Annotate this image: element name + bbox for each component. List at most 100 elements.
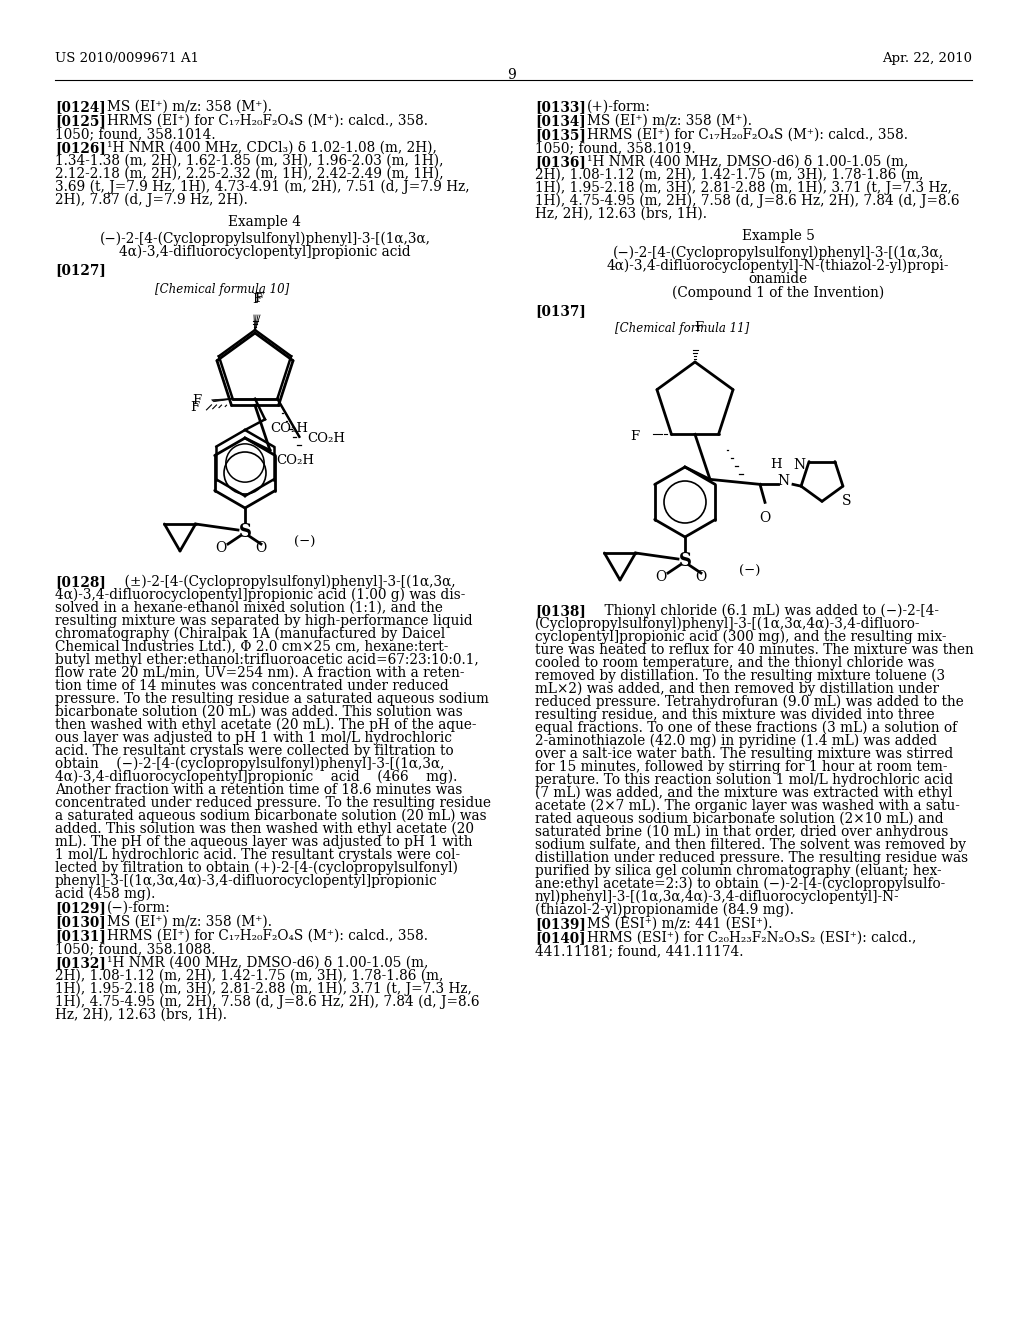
Text: 4α)-3,4-difluorocyclopentyl]-N-(thiazol-2-yl)propi-: 4α)-3,4-difluorocyclopentyl]-N-(thiazol-… [607,259,949,273]
Text: 3.69 (t, J=7.9 Hz, 1H), 4.73-4.91 (m, 2H), 7.51 (d, J=7.9 Hz,: 3.69 (t, J=7.9 Hz, 1H), 4.73-4.91 (m, 2H… [55,180,470,194]
Text: 1H), 4.75-4.95 (m, 2H), 7.58 (d, J=8.6 Hz, 2H), 7.84 (d, J=8.6: 1H), 4.75-4.95 (m, 2H), 7.58 (d, J=8.6 H… [55,995,479,1010]
Text: (±)-2-[4-(Cyclopropylsulfonyl)phenyl]-3-[(1α,3α,: (±)-2-[4-(Cyclopropylsulfonyl)phenyl]-3-… [106,576,456,590]
Text: lected by filtration to obtain (+)-2-[4-(cyclopropylsulfonyl): lected by filtration to obtain (+)-2-[4-… [55,861,458,875]
Text: 1H), 1.95-2.18 (m, 3H), 2.81-2.88 (m, 1H), 3.71 (t, J=7.3 Hz,: 1H), 1.95-2.18 (m, 3H), 2.81-2.88 (m, 1H… [55,982,472,997]
Text: HRMS (EI⁺) for C₁₇H₂₀F₂O₄S (M⁺): calcd., 358.: HRMS (EI⁺) for C₁₇H₂₀F₂O₄S (M⁺): calcd.,… [587,128,908,143]
Text: HRMS (EI⁺) for C₁₇H₂₀F₂O₄S (M⁺): calcd., 358.: HRMS (EI⁺) for C₁₇H₂₀F₂O₄S (M⁺): calcd.,… [106,929,428,942]
Text: (thiazol-2-yl)propionamide (84.9 mg).: (thiazol-2-yl)propionamide (84.9 mg). [535,903,794,917]
Text: 2.12-2.18 (m, 2H), 2.25-2.32 (m, 1H), 2.42-2.49 (m, 1H),: 2.12-2.18 (m, 2H), 2.25-2.32 (m, 1H), 2.… [55,168,443,181]
Text: [0140]: [0140] [535,931,586,945]
Text: O: O [215,541,226,554]
Text: cyclopentyl]propionic acid (300 mg), and the resulting mix-: cyclopentyl]propionic acid (300 mg), and… [535,630,946,644]
Text: ous layer was adjusted to pH 1 with 1 mol/L hydrochloric: ous layer was adjusted to pH 1 with 1 mo… [55,731,452,744]
Text: ¹H NMR (400 MHz, DMSO-d6) δ 1.00-1.05 (m,: ¹H NMR (400 MHz, DMSO-d6) δ 1.00-1.05 (m… [587,154,908,169]
Text: [0131]: [0131] [55,929,105,942]
Text: 1050; found, 358.1014.: 1050; found, 358.1014. [55,127,216,141]
Text: S: S [842,494,852,508]
Text: (Cyclopropylsulfonyl)phenyl]-3-[(1α,3α,4α)-3,4-difluoro-: (Cyclopropylsulfonyl)phenyl]-3-[(1α,3α,4… [535,616,921,631]
Text: acid (458 mg).: acid (458 mg). [55,887,156,902]
Text: 1050; found, 358.1088.: 1050; found, 358.1088. [55,942,215,956]
Text: 2H), 7.87 (d, J=7.9 Hz, 2H).: 2H), 7.87 (d, J=7.9 Hz, 2H). [55,193,248,207]
Text: [0126]: [0126] [55,141,105,154]
Text: (Compound 1 of the Invention): (Compound 1 of the Invention) [672,286,884,301]
Text: [0129]: [0129] [55,902,105,915]
Text: Apr. 22, 2010: Apr. 22, 2010 [882,51,972,65]
Text: O: O [255,541,266,554]
Text: distillation under reduced pressure. The resulting residue was: distillation under reduced pressure. The… [535,851,968,865]
Text: pressure. To the resulting residue a saturated aqueous sodium: pressure. To the resulting residue a sat… [55,692,488,706]
Text: (−)-form:: (−)-form: [106,902,171,915]
Text: acid. The resultant crystals were collected by filtration to: acid. The resultant crystals were collec… [55,744,454,758]
Text: sodium sulfate, and then filtered. The solvent was removed by: sodium sulfate, and then filtered. The s… [535,838,966,851]
Text: chromatography (Chiralpak 1A (manufactured by Daicel: chromatography (Chiralpak 1A (manufactur… [55,627,445,642]
Text: mL×2) was added, and then removed by distillation under: mL×2) was added, and then removed by dis… [535,682,939,697]
Text: MS (ESI⁺) m/z: 441 (ESI⁺).: MS (ESI⁺) m/z: 441 (ESI⁺). [587,917,772,931]
Text: S: S [239,523,252,541]
Text: S: S [679,552,691,570]
Text: [0139]: [0139] [535,917,586,931]
Text: O: O [695,570,707,583]
Text: 2H), 1.08-1.12 (m, 2H), 1.42-1.75 (m, 3H), 1.78-1.86 (m,: 2H), 1.08-1.12 (m, 2H), 1.42-1.75 (m, 3H… [535,168,924,182]
Text: obtain    (−)-2-[4-(cyclopropylsulfonyl)phenyl]-3-[(1α,3α,: obtain (−)-2-[4-(cyclopropylsulfonyl)phe… [55,756,444,771]
Text: [0127]: [0127] [55,263,105,277]
Text: nyl)phenyl]-3-[(1α,3α,4α)-3,4-difluorocyclopentyl]-N-: nyl)phenyl]-3-[(1α,3α,4α)-3,4-difluorocy… [535,890,900,904]
Text: 2H), 1.08-1.12 (m, 2H), 1.42-1.75 (m, 3H), 1.78-1.86 (m,: 2H), 1.08-1.12 (m, 2H), 1.42-1.75 (m, 3H… [55,969,443,983]
Text: tion time of 14 minutes was concentrated under reduced: tion time of 14 minutes was concentrated… [55,678,449,693]
Text: flow rate 20 mL/min, UV=254 nm). A fraction with a reten-: flow rate 20 mL/min, UV=254 nm). A fract… [55,667,465,680]
Text: a saturated aqueous sodium bicarbonate solution (20 mL) was: a saturated aqueous sodium bicarbonate s… [55,809,486,824]
Text: HRMS (EI⁺) for C₁₇H₂₀F₂O₄S (M⁺): calcd., 358.: HRMS (EI⁺) for C₁₇H₂₀F₂O₄S (M⁺): calcd.,… [106,114,428,128]
Text: for 15 minutes, followed by stirring for 1 hour at room tem-: for 15 minutes, followed by stirring for… [535,760,947,774]
Text: reduced pressure. Tetrahydrofuran (9.0 mL) was added to the: reduced pressure. Tetrahydrofuran (9.0 m… [535,696,964,709]
Text: MS (EI⁺) m/z: 358 (M⁺).: MS (EI⁺) m/z: 358 (M⁺). [587,114,752,128]
Text: resulting residue, and this mixture was divided into three: resulting residue, and this mixture was … [535,708,935,722]
Text: Thionyl chloride (6.1 mL) was added to (−)-2-[4-: Thionyl chloride (6.1 mL) was added to (… [587,605,939,618]
Text: 1.34-1.38 (m, 2H), 1.62-1.85 (m, 3H), 1.96-2.03 (m, 1H),: 1.34-1.38 (m, 2H), 1.62-1.85 (m, 3H), 1.… [55,154,443,168]
Text: N: N [793,458,805,471]
Text: [0138]: [0138] [535,605,586,618]
Text: purified by silica gel column chromatography (eluant; hex-: purified by silica gel column chromatogr… [535,865,942,878]
Text: F: F [193,395,202,408]
Text: ane:ethyl acetate=2:3) to obtain (−)-2-[4-(cyclopropylsulfo-: ane:ethyl acetate=2:3) to obtain (−)-2-[… [535,876,945,891]
Text: (7 mL) was added, and the mixture was extracted with ethyl: (7 mL) was added, and the mixture was ex… [535,785,952,800]
Text: over a salt-ice water bath. The resulting mixture was stirred: over a salt-ice water bath. The resultin… [535,747,953,762]
Text: 4α)-3,4-difluorocyclopentyl]propionic acid (1.00 g) was dis-: 4α)-3,4-difluorocyclopentyl]propionic ac… [55,587,465,602]
Text: [0135]: [0135] [535,128,586,143]
Text: removed by distillation. To the resulting mixture toluene (3: removed by distillation. To the resultin… [535,669,945,684]
Text: [0124]: [0124] [55,100,105,114]
Text: onamide: onamide [749,272,808,286]
Text: [Chemical formula 11]: [Chemical formula 11] [615,322,750,335]
Text: 4α)-3,4-difluorocyclopentyl]propionic    acid    (466    mg).: 4α)-3,4-difluorocyclopentyl]propionic ac… [55,770,458,784]
Text: solved in a hexane-ethanol mixed solution (1:1), and the: solved in a hexane-ethanol mixed solutio… [55,601,442,615]
Text: US 2010/0099671 A1: US 2010/0099671 A1 [55,51,199,65]
Text: H: H [770,458,781,471]
Text: [0125]: [0125] [55,114,105,128]
Text: butyl methyl ether:ethanol:trifluoroacetic acid=67:23:10:0.1,: butyl methyl ether:ethanol:trifluoroacet… [55,653,479,667]
Text: CO₂H: CO₂H [276,454,314,467]
Text: CO₂H: CO₂H [270,422,308,436]
Text: (+)-form:: (+)-form: [587,100,651,114]
Text: [0134]: [0134] [535,114,586,128]
Text: ¹H NMR (400 MHz, CDCl₃) δ 1.02-1.08 (m, 2H),: ¹H NMR (400 MHz, CDCl₃) δ 1.02-1.08 (m, … [106,141,437,154]
Text: 4α)-3,4-difluorocyclopentyl]propionic acid: 4α)-3,4-difluorocyclopentyl]propionic ac… [119,246,411,260]
Text: [0130]: [0130] [55,915,105,929]
Text: Example 4: Example 4 [228,215,301,228]
Text: F: F [190,401,200,414]
Text: ture was heated to reflux for 40 minutes. The mixture was then: ture was heated to reflux for 40 minutes… [535,643,974,657]
Text: perature. To this reaction solution 1 mol/L hydrochloric acid: perature. To this reaction solution 1 mo… [535,774,953,787]
Text: F: F [631,430,640,444]
Text: [0137]: [0137] [535,304,586,318]
Text: resulting mixture was separated by high-performance liquid: resulting mixture was separated by high-… [55,614,473,628]
Text: Hz, 2H), 12.63 (brs, 1H).: Hz, 2H), 12.63 (brs, 1H). [535,207,707,220]
Text: 1H), 1.95-2.18 (m, 3H), 2.81-2.88 (m, 1H), 3.71 (t, J=7.3 Hz,: 1H), 1.95-2.18 (m, 3H), 2.81-2.88 (m, 1H… [535,181,952,195]
Text: F: F [254,292,263,305]
Text: CO₂H: CO₂H [307,432,345,445]
Text: (−): (−) [294,536,315,549]
Text: Example 5: Example 5 [741,228,814,243]
Text: O: O [655,570,667,583]
Text: saturated brine (10 mL) in that order, dried over anhydrous: saturated brine (10 mL) in that order, d… [535,825,948,840]
Text: equal fractions. To one of these fractions (3 mL) a solution of: equal fractions. To one of these fractio… [535,721,957,735]
Text: 1050; found, 358.1019.: 1050; found, 358.1019. [535,141,695,154]
Text: (−)-2-[4-(Cyclopropylsulfonyl)phenyl]-3-[(1α,3α,: (−)-2-[4-(Cyclopropylsulfonyl)phenyl]-3-… [99,232,430,247]
Text: Hz, 2H), 12.63 (brs, 1H).: Hz, 2H), 12.63 (brs, 1H). [55,1008,227,1022]
Text: MS (EI⁺) m/z: 358 (M⁺).: MS (EI⁺) m/z: 358 (M⁺). [106,915,272,929]
